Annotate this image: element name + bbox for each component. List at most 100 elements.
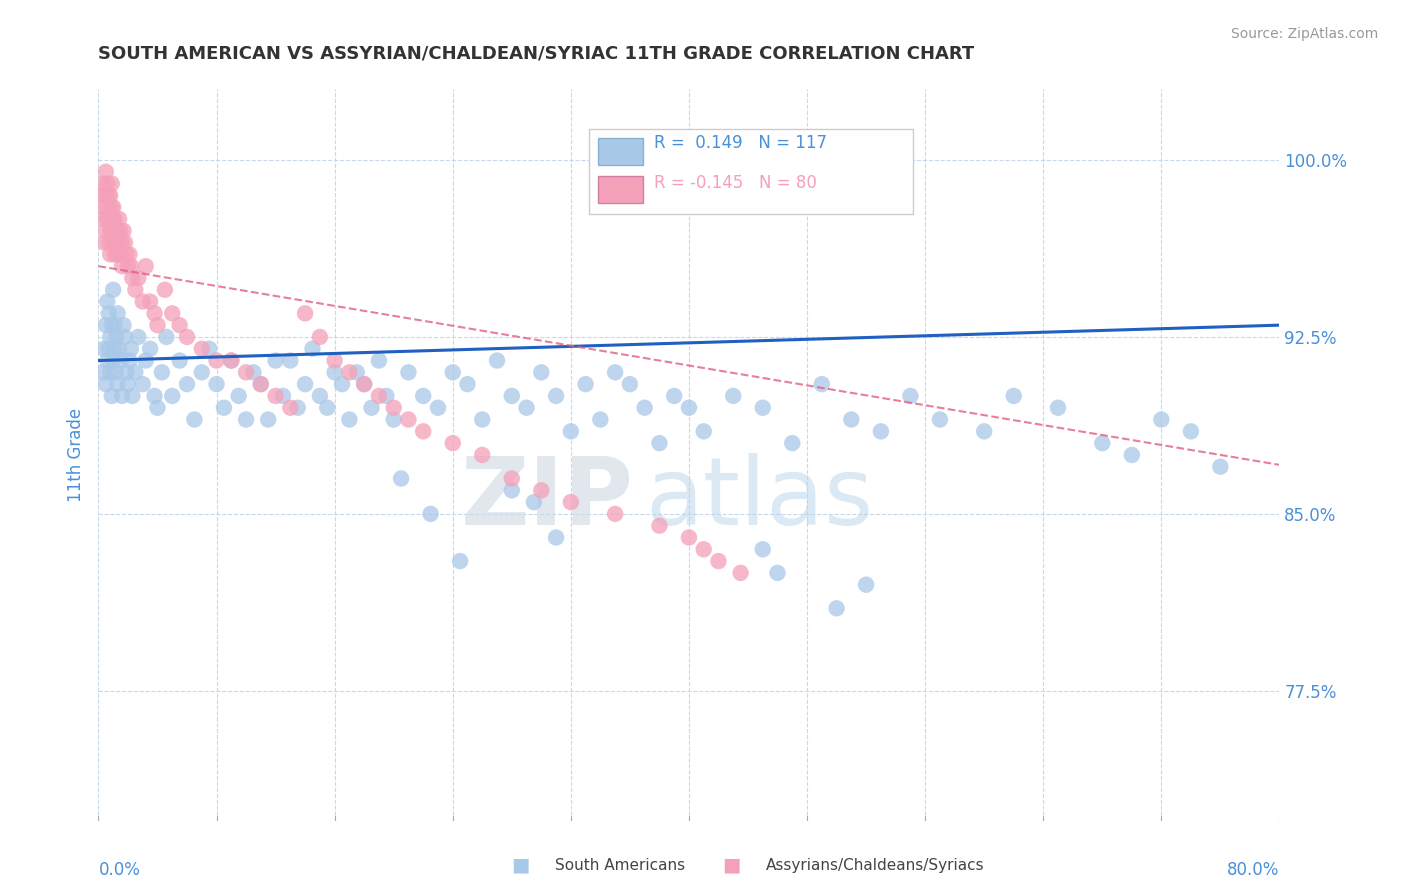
Point — [108, 235, 131, 250]
Point — [110, 224, 132, 238]
Point — [250, 377, 273, 392]
Point — [105, 235, 128, 250]
Point — [118, 353, 141, 368]
Point — [143, 306, 166, 320]
Point — [97, 235, 120, 250]
Point — [121, 271, 143, 285]
Point — [93, 342, 115, 356]
Point — [634, 401, 657, 415]
Point — [730, 566, 752, 580]
Point — [1091, 436, 1114, 450]
Point — [191, 365, 214, 379]
Point — [104, 318, 127, 333]
Point — [501, 483, 523, 498]
Point — [1047, 401, 1070, 415]
Point — [449, 554, 471, 568]
Point — [146, 318, 169, 333]
Point — [368, 389, 391, 403]
Point — [235, 365, 257, 379]
Point — [441, 365, 464, 379]
Point — [97, 306, 120, 320]
Point — [1209, 459, 1232, 474]
Point — [98, 365, 121, 379]
Point — [94, 318, 117, 333]
Point — [100, 389, 122, 403]
Point — [169, 318, 191, 333]
Point — [294, 377, 316, 392]
Point — [103, 283, 125, 297]
Point — [191, 342, 214, 356]
Text: SOUTH AMERICAN VS ASSYRIAN/CHALDEAN/SYRIAC 11TH GRADE CORRELATION CHART: SOUTH AMERICAN VS ASSYRIAN/CHALDEAN/SYRI… — [98, 45, 974, 62]
Point — [389, 471, 412, 485]
Point — [264, 353, 287, 368]
Point — [91, 177, 114, 191]
Point — [546, 531, 568, 545]
Point — [457, 377, 479, 392]
Point — [323, 353, 346, 368]
Point — [90, 188, 112, 202]
Point — [501, 389, 523, 403]
Point — [398, 412, 420, 426]
Point — [301, 342, 323, 356]
Point — [107, 377, 129, 392]
Point — [360, 401, 382, 415]
Point — [150, 365, 173, 379]
Point — [124, 283, 146, 297]
Point — [339, 365, 361, 379]
Point — [105, 224, 128, 238]
Point — [619, 377, 641, 392]
Point — [120, 342, 142, 356]
Point — [486, 353, 509, 368]
Point — [870, 425, 893, 439]
Point — [523, 495, 546, 509]
Point — [105, 330, 128, 344]
Point — [135, 259, 157, 273]
Point — [104, 211, 127, 226]
Point — [103, 353, 125, 368]
Bar — [598, 138, 643, 164]
Point — [398, 365, 420, 379]
Point — [121, 389, 143, 403]
Text: atlas: atlas — [645, 453, 875, 545]
Point — [589, 412, 612, 426]
Point — [752, 401, 775, 415]
Point — [471, 448, 494, 462]
Point — [346, 365, 368, 379]
Bar — [598, 177, 643, 202]
Point — [155, 330, 177, 344]
Point — [575, 377, 598, 392]
Point — [135, 353, 157, 368]
Point — [471, 412, 494, 426]
Point — [97, 188, 120, 202]
Point — [221, 353, 243, 368]
Point — [530, 365, 553, 379]
Point — [91, 211, 114, 226]
Point — [841, 412, 863, 426]
Point — [419, 507, 441, 521]
Point — [339, 412, 361, 426]
Y-axis label: 11th Grade: 11th Grade — [66, 408, 84, 502]
Point — [205, 353, 228, 368]
Text: Assyrians/Chaldeans/Syriacs: Assyrians/Chaldeans/Syriacs — [766, 858, 984, 872]
Point — [112, 224, 135, 238]
Point — [664, 389, 686, 403]
Point — [94, 188, 117, 202]
Point — [723, 389, 745, 403]
Point — [110, 247, 132, 261]
Text: 80.0%: 80.0% — [1227, 861, 1279, 879]
Point — [811, 377, 834, 392]
Point — [162, 306, 183, 320]
Point — [412, 425, 434, 439]
Point — [124, 365, 146, 379]
Point — [900, 389, 922, 403]
Point — [111, 235, 134, 250]
Point — [98, 247, 121, 261]
Point — [221, 353, 243, 368]
Point — [530, 483, 553, 498]
Point — [114, 330, 136, 344]
Point — [368, 353, 391, 368]
Point — [205, 377, 228, 392]
Point — [1150, 412, 1173, 426]
Point — [782, 436, 804, 450]
Point — [103, 211, 125, 226]
